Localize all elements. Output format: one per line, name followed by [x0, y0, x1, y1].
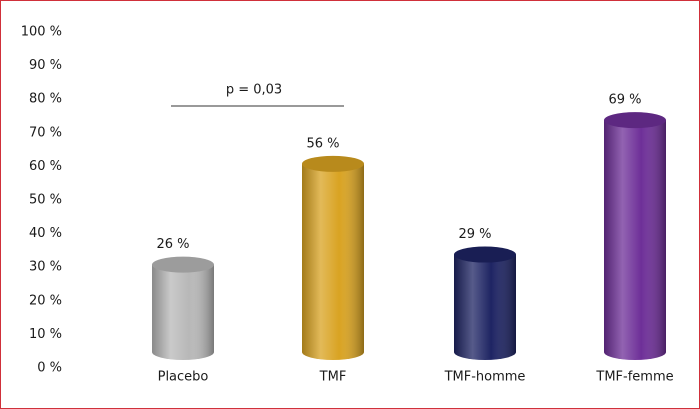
y-tick-label: 0 % [37, 361, 62, 376]
bar-top-shade [152, 256, 214, 273]
bar-top [302, 155, 364, 172]
bar-top-shade [604, 112, 666, 129]
bar-shading [302, 163, 364, 360]
annotation: p = 0,03 [226, 83, 282, 98]
value-label: 26 % [156, 237, 189, 252]
bar-shading [604, 120, 666, 360]
y-tick-label: 30 % [29, 260, 62, 275]
y-tick-label: 50 % [29, 193, 62, 208]
bar-top [152, 256, 214, 273]
value-label: 56 % [306, 136, 339, 151]
y-tick-label: 20 % [29, 293, 62, 308]
x-tick-label: TMF [319, 370, 347, 385]
bar-shading [454, 254, 516, 360]
y-tick-label: 10 % [29, 327, 62, 342]
bar-shading [152, 264, 214, 360]
y-tick-label: 80 % [29, 92, 62, 107]
x-tick-label: TMF-homme [444, 370, 526, 385]
value-label: 29 % [458, 227, 491, 242]
y-tick-label: 40 % [29, 226, 62, 241]
y-tick-label: 90 % [29, 58, 62, 73]
y-tick-label: 100 % [21, 25, 62, 40]
bar-top [454, 246, 516, 263]
y-tick-label: 60 % [29, 159, 62, 174]
value-label: 69 % [608, 93, 641, 108]
y-tick-label: 70 % [29, 125, 62, 140]
bar-top-shade [302, 155, 364, 172]
bar-top [604, 112, 666, 129]
bar-top-shade [454, 246, 516, 263]
x-tick-label: TMF-femme [595, 370, 673, 385]
x-tick-label: Placebo [158, 370, 209, 385]
